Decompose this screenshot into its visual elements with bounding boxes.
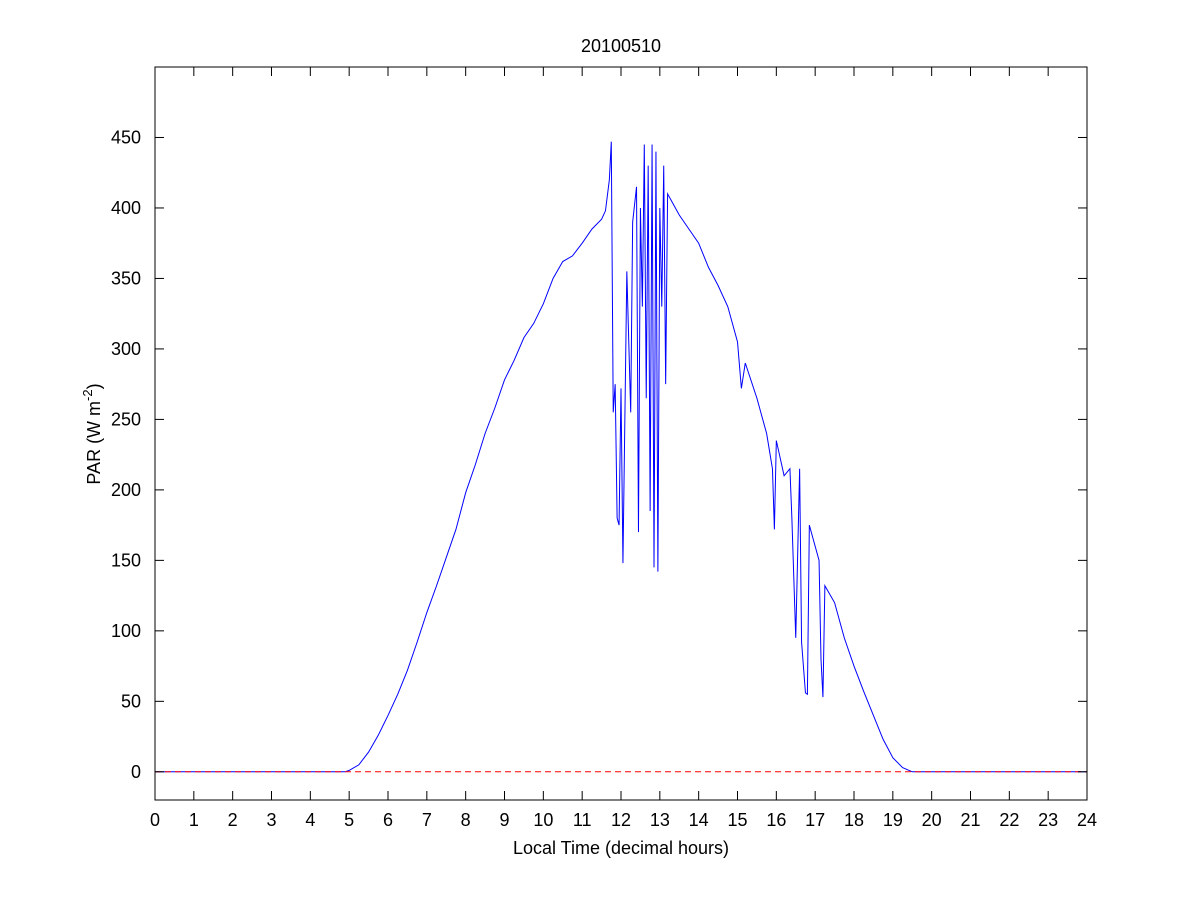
x-tick-label: 0 xyxy=(150,810,160,830)
x-tick-label: 18 xyxy=(844,810,864,830)
x-tick-label: 13 xyxy=(650,810,670,830)
y-label-superscript: -2 xyxy=(80,389,95,401)
x-tick-label: 14 xyxy=(689,810,709,830)
x-tick-label: 15 xyxy=(727,810,747,830)
y-tick-label: 350 xyxy=(111,268,141,288)
y-tick-label: 250 xyxy=(111,409,141,429)
x-tick-label: 20 xyxy=(922,810,942,830)
y-tick-label: 400 xyxy=(111,198,141,218)
y-tick-label: 0 xyxy=(131,762,141,782)
x-tick-label: 22 xyxy=(999,810,1019,830)
x-axis-label: Local Time (decimal hours) xyxy=(513,838,729,858)
x-tick-label: 21 xyxy=(960,810,980,830)
chart-title: 20100510 xyxy=(581,36,661,56)
x-tick-label: 5 xyxy=(344,810,354,830)
y-label-text: PAR (W m xyxy=(84,401,104,485)
y-tick-label: 200 xyxy=(111,480,141,500)
x-tick-label: 3 xyxy=(266,810,276,830)
x-tick-label: 4 xyxy=(305,810,315,830)
x-tick-label: 19 xyxy=(883,810,903,830)
y-tick-label: 150 xyxy=(111,550,141,570)
x-tick-label: 2 xyxy=(228,810,238,830)
y-tick-label: 450 xyxy=(111,127,141,147)
y-label-text: ) xyxy=(84,383,104,389)
x-tick-label: 23 xyxy=(1038,810,1058,830)
data-line xyxy=(155,141,1087,773)
x-tick-label: 10 xyxy=(533,810,553,830)
y-tick-label: 100 xyxy=(111,621,141,641)
y-axis-label: PAR (W m-2) xyxy=(80,383,104,484)
x-tick-label: 7 xyxy=(422,810,432,830)
x-tick-label: 6 xyxy=(383,810,393,830)
x-tick-label: 11 xyxy=(573,810,592,830)
x-tick-label: 8 xyxy=(461,810,471,830)
y-tick-label: 300 xyxy=(111,339,141,359)
x-tick-label: 12 xyxy=(611,810,631,830)
x-tick-label: 9 xyxy=(499,810,509,830)
y-tick-label: 50 xyxy=(121,691,141,711)
x-tick-label: 16 xyxy=(766,810,786,830)
x-tick-label: 17 xyxy=(805,810,825,830)
x-tick-label: 1 xyxy=(189,810,199,830)
x-tick-label: 24 xyxy=(1077,810,1097,830)
